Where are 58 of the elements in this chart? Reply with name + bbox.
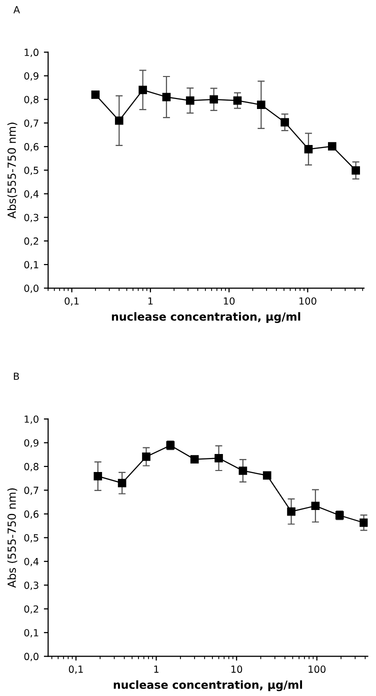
point [256,100,266,109]
y-tick-label: 0,6 [24,143,38,152]
chart-title: A [13,6,20,14]
y-tick-label: 0,7 [24,486,38,496]
y-tick-label: 0,8 [24,462,38,472]
y-tick-label: 0,6 [24,510,38,519]
point [352,166,360,175]
point [91,90,100,99]
x-tick-label: 10 [231,666,242,673]
point [360,518,368,527]
point [114,116,124,125]
point [162,92,171,102]
x-tick-label: 1 [154,666,158,673]
y-tick-label: 0,3 [24,582,38,590]
y-tick-label: 0,7 [24,119,38,128]
y-tick-label: 1,0 [24,415,38,424]
y-axis-title: Abs(555-750 nm) [7,122,18,219]
y-tick-label: 0,5 [24,166,38,175]
x-tick-label: 100 [299,297,316,305]
x-axis-title: nuclease concentration, µg/ml [112,312,300,323]
point [210,95,218,104]
x-tick-label: 1 [148,297,153,305]
point [190,455,199,464]
y-tick-label: 0,8 [24,96,38,104]
point [142,452,150,461]
x-tick-label: 10 [224,297,235,305]
y-tick-label: 0,4 [24,190,39,199]
y-axis-title: Abs (555-750 nm) [7,488,18,588]
y-tick-label: 1,0 [24,48,38,58]
x-axis-title: nuclease concentration, µg/ml [114,680,302,692]
y-tick-label: 0,4 [24,558,39,566]
y-tick-label: 0,1 [24,629,38,638]
y-tick-label: 0,0 [24,652,38,662]
y-tick-label: 0,0 [24,284,38,293]
x-tick-label: 0,1 [64,297,79,306]
y-tick-label: 0,5 [24,534,38,542]
point [311,502,320,510]
x-tick-label: 100 [308,666,326,673]
point [186,96,194,105]
point [238,466,248,475]
y-tick-label: 0,2 [24,237,38,246]
x-tick-label: 0,1 [68,666,83,674]
y-tick-label: 0,9 [24,72,38,81]
point [304,145,313,154]
point [94,472,102,480]
y-tick-label: 0,3 [24,214,38,222]
point [262,471,272,480]
point [328,142,336,151]
point [214,454,223,462]
y-tick-label: 0,9 [24,439,38,448]
point [233,96,242,105]
point [287,507,296,516]
point [280,118,289,126]
chart-title: B [14,372,19,380]
y-tick-label: 0,1 [24,261,38,270]
point [118,478,126,488]
y-tick-label: 0,2 [24,605,38,614]
point [138,86,147,94]
